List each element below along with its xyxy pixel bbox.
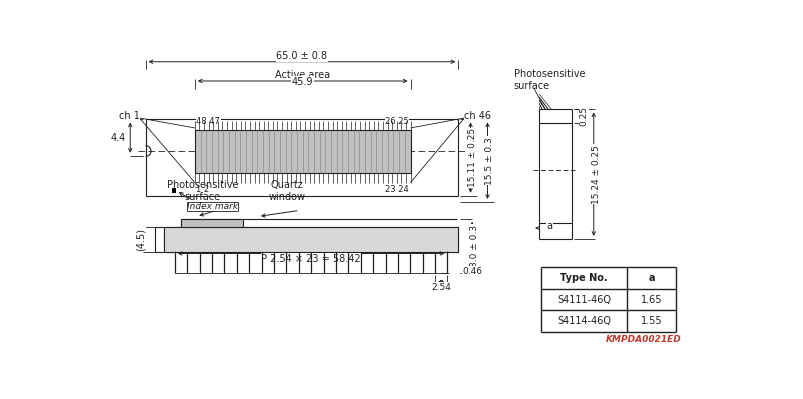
Text: ch 46: ch 46 <box>464 111 491 120</box>
Text: 26 25: 26 25 <box>385 117 409 126</box>
Text: 48 47: 48 47 <box>196 117 220 126</box>
Text: ch 1: ch 1 <box>119 111 139 120</box>
Text: S4111-46Q: S4111-46Q <box>556 295 610 305</box>
Text: Type No.: Type No. <box>560 273 607 283</box>
Text: 15.24 ± 0.25: 15.24 ± 0.25 <box>591 145 600 203</box>
Text: Photosensitive
surface: Photosensitive surface <box>513 69 585 91</box>
Text: 1.55: 1.55 <box>640 316 662 326</box>
Text: 1 2: 1 2 <box>196 185 210 194</box>
Text: 4.4: 4.4 <box>110 132 125 142</box>
Bar <box>194 130 410 173</box>
Text: a: a <box>546 221 552 231</box>
Text: P 2.54 × 23 = 58.42: P 2.54 × 23 = 58.42 <box>261 254 361 264</box>
Text: Quartz
window: Quartz window <box>268 180 305 202</box>
Text: 15.11 ± 0.25: 15.11 ± 0.25 <box>468 128 477 187</box>
Text: Active area: Active area <box>275 70 330 80</box>
Text: 3.0 ± 0.3: 3.0 ± 0.3 <box>469 225 479 267</box>
Text: KMPDA0021ED: KMPDA0021ED <box>605 335 681 344</box>
Text: 45.9: 45.9 <box>291 77 313 87</box>
Text: 2.54: 2.54 <box>430 283 450 292</box>
Bar <box>164 227 458 252</box>
Text: a: a <box>648 273 654 283</box>
Text: 23 24: 23 24 <box>385 185 409 194</box>
Text: S4114-46Q: S4114-46Q <box>556 316 610 326</box>
Text: 0.46: 0.46 <box>463 267 483 276</box>
Text: (4.5): (4.5) <box>135 228 145 251</box>
Text: 1.65: 1.65 <box>640 295 662 305</box>
Bar <box>172 188 176 193</box>
Text: 0.25: 0.25 <box>578 107 588 126</box>
Text: 65.0 ± 0.8: 65.0 ± 0.8 <box>276 51 327 61</box>
Bar <box>181 219 243 227</box>
Text: Photosensitive
surface: Photosensitive surface <box>167 180 238 202</box>
Text: 15.5 ± 0.3: 15.5 ± 0.3 <box>485 137 494 185</box>
Text: Index mark: Index mark <box>187 202 238 211</box>
